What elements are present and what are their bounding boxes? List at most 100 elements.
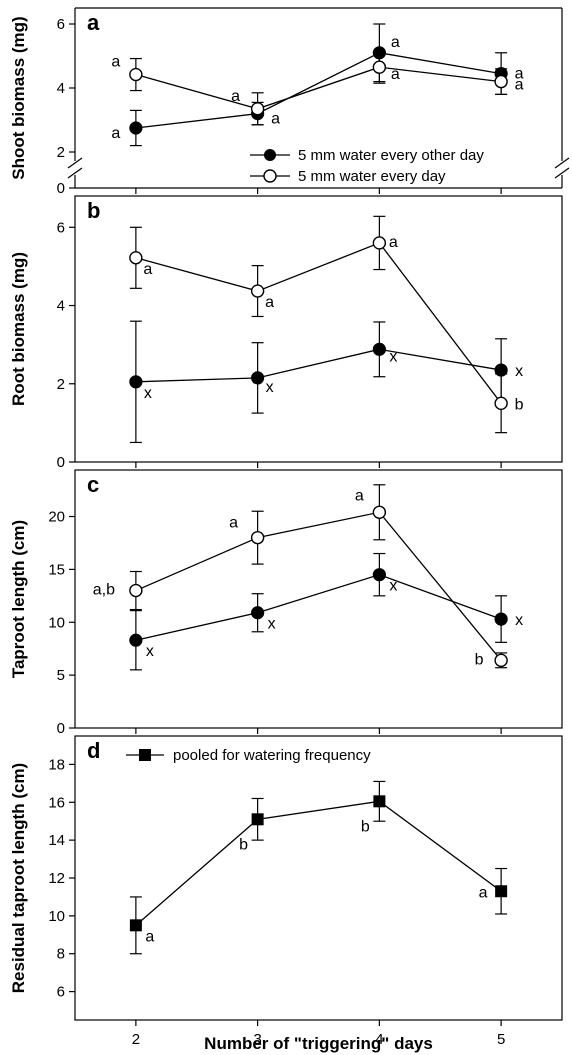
axis-break-left-1 (67, 157, 83, 169)
y-axis-label: Shoot biomass (mg) (9, 16, 28, 179)
legend-entry: 5 mm water every day (298, 168, 446, 185)
series-1: a,b a a b (93, 484, 508, 669)
data-point (129, 633, 143, 647)
x-axis-label: Number of "triggering" days (204, 1034, 433, 1053)
data-point (494, 396, 508, 411)
axis-break-right-2 (554, 167, 570, 179)
series-line (135, 66, 502, 110)
significance-label: a (229, 515, 238, 532)
x-tick-label: 2 (132, 1031, 140, 1048)
data-point (373, 795, 386, 808)
significance-label: a (391, 66, 400, 83)
y-tick-label: 6 (57, 219, 65, 236)
significance-label: b (515, 396, 524, 413)
y-tick-label: 2 (57, 376, 65, 393)
significance-label: x (144, 385, 152, 402)
legend-entry: pooled for watering frequency (173, 747, 371, 764)
significance-label: x (515, 363, 523, 380)
data-point (129, 67, 143, 82)
legend: 5 mm water every other day 5 mm water eve… (250, 147, 484, 185)
panel-letter: d (87, 738, 100, 763)
y-tick-label: 15 (48, 561, 65, 578)
data-point (372, 60, 387, 74)
data-point (251, 813, 264, 826)
significance-label: a (355, 487, 364, 504)
plot-frame (74, 469, 563, 729)
series-0: x x x x (129, 552, 523, 671)
y-tick-label: 5 (57, 667, 65, 684)
plot-frame (74, 195, 563, 463)
y-tick-label: 0 (57, 180, 65, 197)
significance-label: b (239, 836, 248, 853)
data-point (495, 885, 508, 898)
data-point (494, 612, 508, 626)
y-tick-label: 10 (48, 908, 65, 925)
y-tick-label: 4 (57, 80, 65, 97)
legend-marker (139, 749, 151, 761)
data-point (129, 583, 143, 598)
y-tick-label: 18 (48, 756, 65, 773)
significance-label: a (111, 54, 120, 71)
legend: pooled for watering frequency (126, 747, 371, 764)
y-tick-label: 0 (57, 454, 65, 471)
data-point (250, 284, 265, 298)
panel-letter: a (87, 10, 100, 35)
axis-break-right-1 (554, 157, 570, 169)
data-point (494, 74, 508, 89)
series-line (135, 511, 502, 661)
y-tick-label: 4 (57, 298, 65, 315)
y-axis-label: Root biomass (mg) (9, 252, 28, 406)
significance-label: b (361, 818, 370, 835)
significance-label: a (391, 34, 400, 51)
panel-d: 6 8 10 12 14 16 18 d Residual taproot length (cm… (9, 735, 563, 1053)
data-point (372, 236, 387, 250)
significance-label: a (515, 77, 524, 94)
significance-label: x (146, 643, 154, 660)
data-point (250, 102, 265, 116)
significance-label: x (389, 348, 397, 365)
significance-label: x (515, 612, 523, 629)
series-line (135, 348, 502, 383)
significance-label: x (389, 578, 397, 595)
data-point (250, 530, 265, 545)
series-1: a a a b (129, 215, 524, 434)
significance-label: a (265, 294, 274, 311)
y-tick-label: 20 (48, 509, 65, 526)
panel-c: 0 5 10 15 20 c Taproot length (cm) x x x x a,b a a b (9, 469, 563, 737)
data-point (129, 919, 142, 932)
y-tick-label: 12 (48, 870, 65, 887)
series-line (135, 800, 502, 926)
data-point (494, 653, 508, 668)
legend-marker (263, 169, 277, 183)
legend-marker (264, 149, 276, 161)
series-0: x x x x (129, 320, 523, 444)
data-point (129, 375, 143, 389)
significance-label: b (475, 651, 484, 668)
y-axis-label: Taproot length (cm) (9, 520, 28, 678)
y-tick-label: 2 (57, 144, 65, 161)
axis-break-left-2 (67, 167, 83, 179)
data-point (372, 568, 386, 582)
y-tick-label: 16 (48, 794, 65, 811)
significance-label: a,b (93, 582, 115, 599)
data-point (129, 121, 143, 135)
series-line (135, 52, 502, 129)
significance-label: a (515, 66, 524, 83)
y-tick-label: 10 (48, 614, 65, 631)
data-point (372, 342, 386, 356)
y-axis-label: Residual taproot length (cm) (9, 763, 28, 993)
legend-entry: 5 mm water every other day (298, 147, 484, 164)
data-point (251, 606, 265, 620)
y-tick-label: 14 (48, 832, 65, 849)
data-point (129, 251, 143, 265)
panel-letter: c (87, 472, 99, 497)
series-line (135, 242, 502, 404)
y-tick-label: 6 (57, 984, 65, 1001)
significance-label: a (389, 234, 398, 251)
significance-label: a (231, 88, 240, 105)
significance-label: a (111, 125, 120, 142)
data-point (251, 371, 265, 385)
significance-label: a (143, 261, 152, 278)
